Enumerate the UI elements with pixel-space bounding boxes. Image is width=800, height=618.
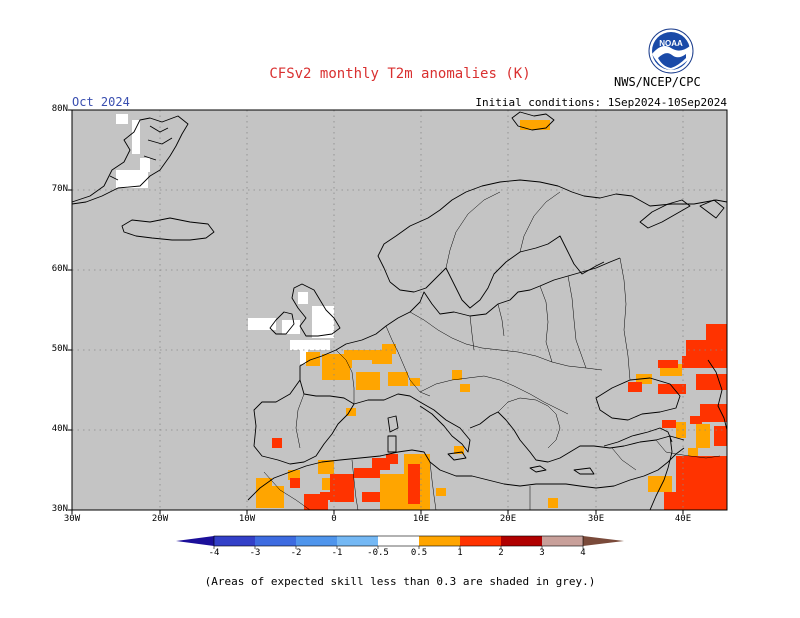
- anomaly-cells-red: [272, 324, 727, 510]
- lon-label: 40E: [674, 514, 692, 524]
- valid-month-label: Oct 2024: [72, 95, 130, 109]
- lat-label: 50N: [51, 344, 68, 354]
- colorbar-segment: [542, 536, 583, 546]
- gridlines: [72, 110, 727, 510]
- colorbar-segment: [378, 536, 419, 546]
- colorbar-segment: [337, 536, 378, 546]
- colorbar-label: -1: [331, 548, 343, 558]
- colorbar-label: 3: [539, 548, 545, 558]
- lon-label: 30E: [587, 514, 605, 524]
- colorbar-label: 0.5: [410, 548, 428, 558]
- lat-label: 40N: [51, 424, 68, 434]
- lat-label: 30N: [51, 504, 68, 514]
- lon-label: 10E: [412, 514, 430, 524]
- colorbar-label: -2: [290, 548, 302, 558]
- lat-label: 70N: [51, 184, 68, 194]
- initial-conditions-label: Initial conditions: 1Sep2024-10Sep2024: [475, 96, 727, 109]
- country-borders: [263, 191, 721, 511]
- map-frame: [71, 109, 728, 511]
- map-title: CFSv2 monthly T2m anomalies (K): [269, 66, 531, 82]
- agency-label: NWS/NCEP/CPC: [614, 75, 701, 89]
- colorbar-segment: [501, 536, 542, 546]
- lat-label: 60N: [51, 264, 68, 274]
- lat-label: 80N: [51, 104, 68, 114]
- colorbar-segment: [419, 536, 460, 546]
- colorbar-segment: [255, 536, 296, 546]
- lon-label: 20W: [151, 514, 169, 524]
- logo-text: NOAA: [659, 39, 683, 48]
- colorbar-low-arrow: [176, 536, 214, 546]
- colorbar-label: 1: [457, 548, 463, 558]
- colorbar-label: 4: [580, 548, 586, 558]
- lon-label: 0: [331, 514, 337, 524]
- axis-ticks: [68, 109, 684, 514]
- lon-label: 30W: [63, 514, 81, 524]
- skill-footnote: (Areas of expected skill less than 0.3 a…: [204, 575, 596, 588]
- lon-label: 10W: [238, 514, 256, 524]
- colorbar-high-arrow: [583, 536, 624, 546]
- neutral-cells: [116, 114, 334, 364]
- coastlines: [71, 111, 728, 511]
- colorbar-segment: [460, 536, 501, 546]
- colorbar-label: 2: [498, 548, 504, 558]
- lon-label: 20E: [499, 514, 517, 524]
- colorbar-segment: [214, 536, 255, 546]
- colorbar: [176, 535, 624, 549]
- colorbar-label: -3: [249, 548, 261, 558]
- anomaly-cells: [116, 114, 727, 510]
- noaa-logo: NOAA: [648, 28, 694, 74]
- colorbar-label: -4: [208, 548, 220, 558]
- colorbar-segment: [296, 536, 337, 546]
- map-background: [72, 110, 727, 510]
- colorbar-label: -0.5: [367, 548, 389, 558]
